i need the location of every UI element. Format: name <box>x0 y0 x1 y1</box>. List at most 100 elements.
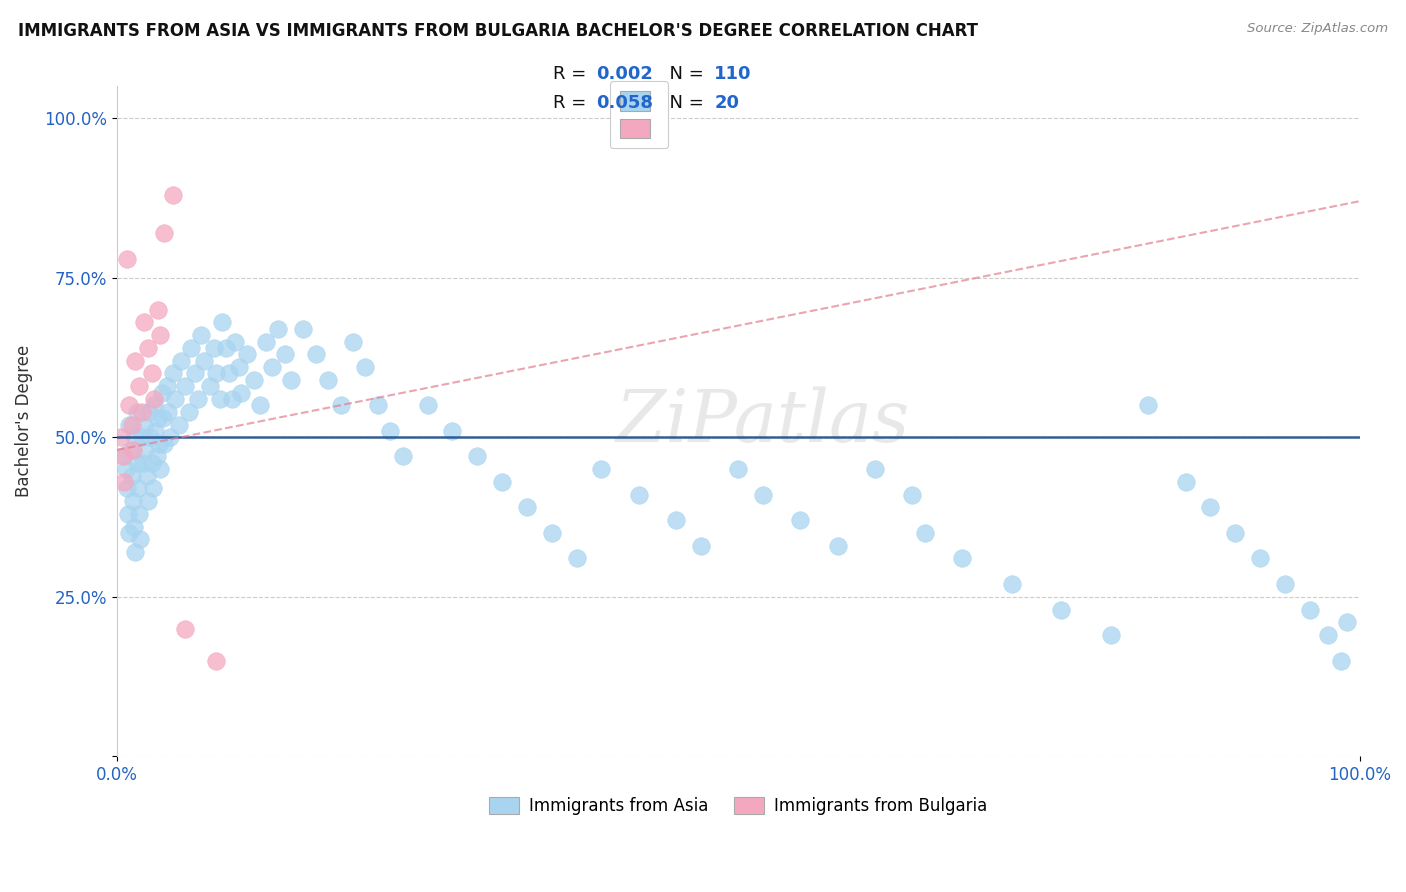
Point <box>228 360 250 375</box>
Point <box>134 417 156 432</box>
Point <box>177 405 200 419</box>
Point <box>120 443 142 458</box>
Point <box>202 341 225 355</box>
Point <box>174 379 197 393</box>
Point <box>149 462 172 476</box>
Point <box>789 513 811 527</box>
Point <box>122 443 145 458</box>
Text: N =: N = <box>658 65 710 83</box>
Point <box>165 392 187 406</box>
Text: 20: 20 <box>714 94 740 112</box>
Point <box>118 525 141 540</box>
Point <box>153 436 176 450</box>
Point <box>112 450 135 464</box>
Y-axis label: Bachelor's Degree: Bachelor's Degree <box>15 345 32 498</box>
Point <box>145 450 167 464</box>
Point <box>280 373 302 387</box>
Point <box>118 398 141 412</box>
Point <box>354 360 377 375</box>
Point <box>236 347 259 361</box>
Point <box>184 367 207 381</box>
Point <box>221 392 243 406</box>
Point <box>627 488 650 502</box>
Point <box>122 519 145 533</box>
Point <box>128 507 150 521</box>
Point <box>367 398 389 412</box>
Point <box>267 322 290 336</box>
Point <box>118 417 141 432</box>
Point <box>110 430 132 444</box>
Point <box>125 456 148 470</box>
Point <box>141 367 163 381</box>
Point <box>136 494 159 508</box>
Point <box>465 450 488 464</box>
Point <box>1299 602 1322 616</box>
Point <box>416 398 439 412</box>
Point <box>950 551 973 566</box>
Point <box>143 398 166 412</box>
Point <box>112 475 135 489</box>
Point <box>124 430 146 444</box>
Point <box>143 424 166 438</box>
Point <box>167 417 190 432</box>
Point <box>1225 525 1247 540</box>
Point <box>159 430 181 444</box>
Point <box>1274 577 1296 591</box>
Point <box>665 513 688 527</box>
Point <box>689 539 711 553</box>
Point <box>1249 551 1271 566</box>
Point <box>139 430 162 444</box>
Point <box>152 411 174 425</box>
Point <box>190 328 212 343</box>
Point <box>441 424 464 438</box>
Point <box>146 411 169 425</box>
Point <box>114 462 136 476</box>
Point <box>229 385 252 400</box>
Point <box>316 373 339 387</box>
Point <box>215 341 238 355</box>
Point <box>205 367 228 381</box>
Point <box>305 347 328 361</box>
Point <box>135 468 157 483</box>
Point <box>380 424 402 438</box>
Point <box>565 551 588 566</box>
Point <box>117 507 139 521</box>
Point <box>208 392 231 406</box>
Point <box>121 468 143 483</box>
Point <box>112 450 135 464</box>
Point <box>1336 615 1358 630</box>
Point <box>136 341 159 355</box>
Point <box>115 252 138 266</box>
Point <box>131 430 153 444</box>
Point <box>142 481 165 495</box>
Point <box>249 398 271 412</box>
Point <box>224 334 246 349</box>
Point <box>1137 398 1160 412</box>
Point <box>124 545 146 559</box>
Point <box>516 500 538 515</box>
Point <box>292 322 315 336</box>
Point <box>1317 628 1340 642</box>
Text: N =: N = <box>658 94 710 112</box>
Point <box>752 488 775 502</box>
Point <box>342 334 364 349</box>
Point <box>162 367 184 381</box>
Legend: Immigrants from Asia, Immigrants from Bulgaria: Immigrants from Asia, Immigrants from Bu… <box>482 790 994 822</box>
Point <box>329 398 352 412</box>
Point <box>254 334 277 349</box>
Point <box>198 379 221 393</box>
Point <box>211 315 233 329</box>
Point <box>242 373 264 387</box>
Point <box>180 341 202 355</box>
Point <box>156 405 179 419</box>
Point <box>115 481 138 495</box>
Point <box>132 456 155 470</box>
Point <box>153 226 176 240</box>
Point <box>1199 500 1222 515</box>
Point <box>149 328 172 343</box>
Point <box>901 488 924 502</box>
Point <box>134 443 156 458</box>
Point <box>141 456 163 470</box>
Point <box>143 392 166 406</box>
Point <box>155 379 177 393</box>
